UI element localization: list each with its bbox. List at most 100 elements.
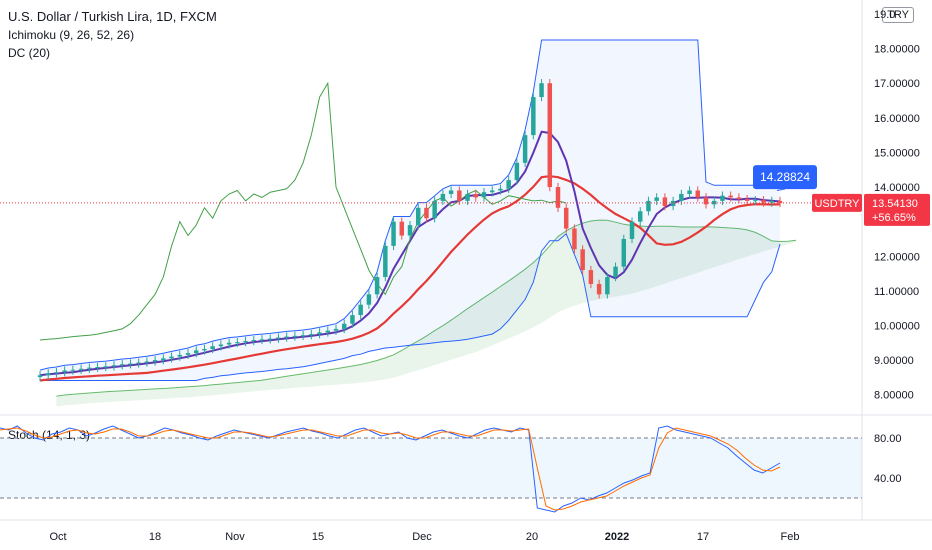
candle-body — [473, 193, 479, 198]
candle-body — [465, 193, 470, 201]
candle-body — [350, 315, 355, 324]
candle-body — [62, 370, 67, 373]
price-tick-label: 15.00000 — [874, 147, 920, 159]
last-price-badge-bg — [864, 193, 930, 226]
candle-body — [193, 350, 199, 354]
candle-body — [670, 200, 676, 207]
last-price-value: 13.54130 — [872, 198, 918, 210]
candle-body — [440, 193, 446, 201]
candle-body — [621, 238, 627, 267]
price-tick-label: 10.00000 — [874, 320, 920, 332]
candle-body — [243, 341, 248, 343]
time-tick-label: 17 — [697, 531, 709, 543]
stoch-pane: 80.00 40.00 — [0, 425, 902, 513]
candle-body — [128, 363, 133, 365]
candle-body — [391, 221, 396, 246]
candle-body — [563, 207, 569, 229]
candle-body — [235, 342, 240, 344]
candle-body — [317, 332, 322, 335]
grid — [0, 0, 932, 521]
price-badges: USDTRY 13.54130 +56.65% 14.28824 — [0, 165, 930, 226]
time-axis[interactable]: Oct 18 Nov 15 Dec 20 2022 17 Feb — [49, 531, 799, 543]
candles — [37, 79, 783, 382]
candle-body — [276, 337, 281, 339]
candle-body — [177, 354, 183, 357]
candle-body — [95, 367, 100, 369]
candle-body — [161, 358, 166, 361]
donchian-legend[interactable]: DC (20) — [8, 46, 51, 60]
kijun-line — [39, 175, 781, 382]
candle-body — [358, 304, 363, 316]
symbol-tag: USDTRY — [814, 198, 860, 210]
candle-body — [152, 360, 158, 362]
senkou-a — [56, 219, 797, 397]
symbol-tag-bg — [812, 193, 862, 212]
time-tick-label: Oct — [49, 531, 66, 543]
time-tick-label: 18 — [149, 531, 161, 543]
time-tick-label: 2022 — [605, 531, 629, 543]
candle-body — [284, 336, 289, 338]
candle-body — [37, 375, 43, 378]
candle-body — [613, 266, 618, 278]
candle-body — [325, 330, 331, 333]
stoch-d-line — [0, 427, 781, 511]
candle-body — [70, 369, 76, 371]
candle-body — [777, 200, 783, 203]
time-tick-label: 20 — [526, 531, 538, 543]
candle-body — [506, 180, 511, 189]
candle-body — [547, 83, 553, 188]
candle-body — [654, 197, 659, 201]
candle-body — [136, 362, 141, 364]
candle-body — [736, 197, 742, 200]
candle-body — [333, 328, 339, 331]
candle-body — [531, 97, 536, 136]
price-tick-label: 11.00000 — [874, 286, 919, 298]
candle-body — [539, 83, 544, 98]
candle-body — [514, 162, 520, 181]
chart-title: U.S. Dollar / Turkish Lira, 1D, FXCM — [8, 9, 217, 24]
time-tick-label: Nov — [225, 531, 245, 543]
price-tick-label: 17.00000 — [874, 78, 920, 90]
candle-body — [259, 339, 265, 341]
candle-body — [761, 200, 766, 203]
candle-body — [720, 195, 725, 201]
candle-body — [103, 366, 109, 368]
candle-body — [572, 228, 577, 250]
callout-pointer — [776, 188, 786, 191]
candle-body — [185, 353, 191, 355]
candle-body — [300, 335, 306, 337]
candle-body — [596, 283, 602, 295]
change-pct: +56.65% — [872, 212, 916, 224]
time-tick-label: 15 — [312, 531, 324, 543]
donchian-channel — [39, 39, 781, 381]
price-axis[interactable]: 19.0 18.00000 17.00000 16.00000 15.00000 14.0… — [874, 9, 920, 402]
candle-body — [399, 221, 405, 236]
ichimoku-cloud — [56, 219, 797, 407]
candle-body — [267, 338, 273, 340]
time-tick-label: Feb — [781, 531, 800, 543]
candle-body — [646, 200, 651, 212]
price-tick-label: 8.00000 — [874, 390, 914, 402]
price-tick-label: 18.00000 — [874, 44, 920, 56]
stoch-band-fill — [0, 438, 862, 498]
candle-body — [374, 277, 380, 295]
candle-body — [415, 207, 421, 226]
donchian-lower — [40, 232, 781, 381]
candle-body — [728, 195, 733, 198]
candle-body — [522, 135, 528, 163]
candle-body — [432, 200, 437, 219]
candle-body — [703, 197, 709, 205]
candle-body — [111, 365, 117, 367]
candle-body — [309, 334, 314, 336]
currency-badge[interactable]: TRY — [882, 7, 914, 23]
candle-body — [695, 190, 701, 198]
callout-value: 14.28824 — [760, 170, 810, 184]
donchian-fill — [40, 40, 780, 381]
donchian-upper — [39, 39, 780, 371]
candle-body — [202, 349, 207, 351]
candle-body — [78, 368, 84, 370]
cloud-fill — [56, 220, 796, 407]
ichimoku-legend[interactable]: Ichimoku (9, 26, 52, 26) — [8, 28, 135, 42]
candle-body — [629, 221, 635, 239]
